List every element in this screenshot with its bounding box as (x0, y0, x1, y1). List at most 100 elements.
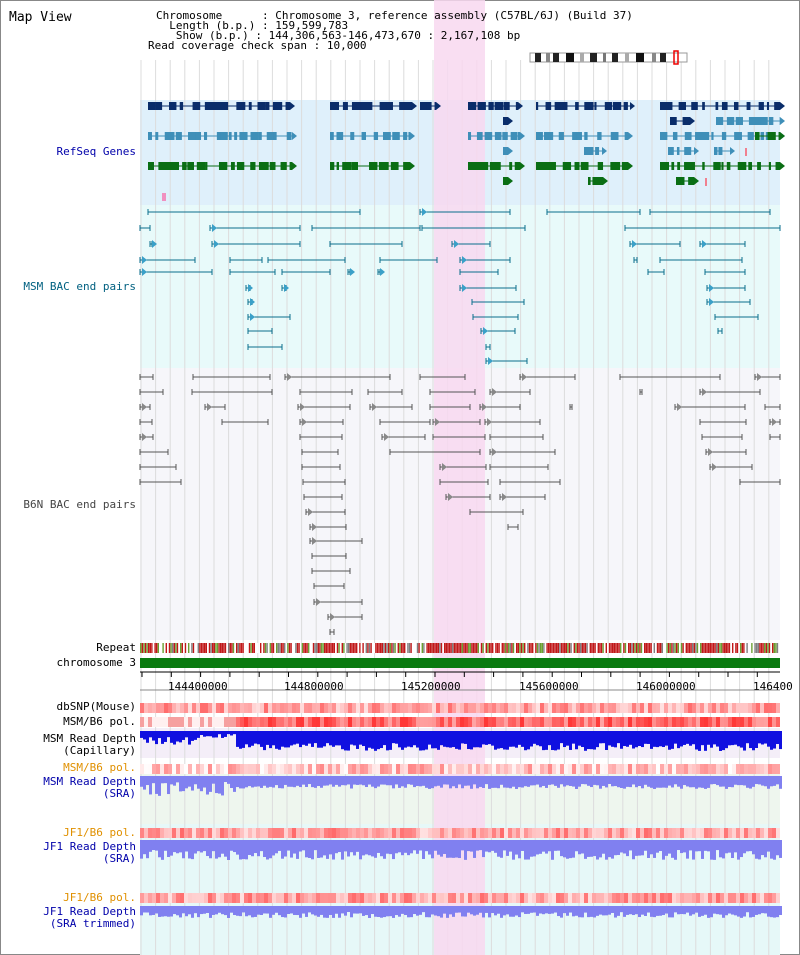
msm-pol-2-cell (408, 764, 412, 774)
jf1-sra-depth-bar (701, 840, 704, 859)
msm-cap-depth-bar (290, 731, 293, 746)
jf1-pol-cell (288, 828, 292, 838)
jf1-sra-depth-bar (662, 840, 665, 860)
msm-cap-depth-bar (647, 731, 650, 744)
msm-cap-depth-bar (299, 731, 302, 748)
jf1-pol-cell (672, 828, 676, 838)
msm-sra-depth-bar (701, 776, 704, 788)
repeat-element (274, 643, 276, 653)
msm-sra-depth-bar (350, 776, 353, 789)
msm-pol-cell (428, 717, 432, 727)
gene-exon (273, 132, 277, 140)
repeat-element (647, 643, 649, 653)
repeat-element (391, 643, 393, 653)
repeat-element (343, 643, 345, 653)
msm-sra-depth-bar (209, 776, 212, 792)
repeat-element (191, 643, 193, 653)
jf1-sra-depth-bar (638, 840, 641, 856)
jf1-trim-depth-bar (335, 906, 338, 914)
msm-cap-depth-bar (734, 731, 737, 745)
gene-exon (503, 147, 508, 155)
msm-cap-depth-bar (179, 731, 182, 743)
msm-pol-2-cell (712, 764, 716, 774)
bac-end-marker (483, 327, 488, 335)
jf1-sra-depth-bar (239, 840, 242, 860)
msm-pol-2-cell (472, 764, 476, 774)
jf1-pol-cell (556, 828, 560, 838)
jf1-trim-depth-bar (146, 906, 149, 913)
msm-sra-depth-bar (377, 776, 380, 787)
jf1-pol-cell (484, 828, 488, 838)
jf1-sra-depth-bar (677, 840, 680, 851)
repeat-element (735, 643, 737, 653)
gene-exon (204, 102, 213, 110)
msm-pol-2-cell (284, 764, 288, 774)
jf1-trim-depth-bar (503, 906, 506, 916)
dbsnp-cell (456, 703, 460, 713)
jf1-sra-depth-bar (167, 840, 170, 857)
dbsnp-cell (524, 703, 528, 713)
msm-pol-2-cell (584, 764, 588, 774)
jf1-pol-cell (276, 828, 280, 838)
repeat-element (605, 643, 607, 653)
repeat-element (213, 643, 215, 653)
repeat-element (152, 643, 155, 653)
repeat-element (362, 643, 364, 653)
msm-cap-depth-bar (191, 731, 194, 741)
msm-sra-depth-bar (161, 776, 164, 784)
msm-sra-depth-bar (599, 776, 602, 789)
repeat-element (500, 643, 502, 653)
jf1-trim-depth-bar (194, 906, 197, 914)
jf1-pol-2-cell (364, 893, 368, 903)
repeat-element (637, 643, 639, 653)
gene-exon (386, 102, 393, 110)
msm-sra-depth-bar (323, 776, 326, 786)
msm-pol-2-cell (460, 764, 464, 774)
msm-sra-depth-bar (623, 776, 626, 789)
jf1-pol-2-cell (716, 893, 720, 903)
repeat-element (645, 643, 647, 653)
msm-sra-depth-bar (371, 776, 374, 787)
gene-exon (746, 102, 751, 110)
repeat-element (639, 643, 641, 653)
msm-sra-depth-bar (557, 776, 560, 788)
dbsnp-cell (720, 703, 724, 713)
msm-sra-depth-bar (635, 776, 638, 788)
dbsnp-cell (536, 703, 540, 713)
dbsnp-cell (692, 703, 696, 713)
msm-sra-depth-bar (605, 776, 608, 788)
msm-pol-cell (544, 717, 548, 727)
msm-sra-depth-bar (239, 776, 242, 789)
repeat-element (549, 643, 551, 653)
jf1-sra-depth-bar (569, 840, 572, 859)
msm-sra-depth-bar (773, 776, 776, 786)
dbsnp-cell (528, 703, 532, 713)
jf1-sra-depth-bar (191, 840, 194, 860)
jf1-pol-cell (412, 828, 416, 838)
msm-pol-cell (172, 717, 176, 727)
jf1-sra-depth-bar (644, 840, 647, 851)
msm-sra-depth-bar (533, 776, 536, 786)
repeat-element (559, 643, 561, 653)
jf1-trim-depth-bar (440, 906, 443, 918)
jf1-pol-2-cell (276, 893, 280, 903)
repeat-element (261, 643, 263, 653)
repeat-element (311, 643, 313, 653)
msm-cap-depth-bar (650, 731, 653, 749)
jf1-pol-cell (332, 828, 336, 838)
msm-sra-depth-bar (473, 776, 476, 785)
jf1-trim-depth-bar (719, 906, 722, 915)
repeat-element (581, 643, 583, 653)
msm-sra-depth-bar (716, 776, 719, 786)
jf1-sra-depth-bar (140, 840, 143, 859)
repeat-element (447, 643, 449, 653)
jf1-pol-2-cell (440, 893, 444, 903)
jf1-pol-2-cell (580, 893, 584, 903)
msm-cap-depth-bar (218, 731, 221, 735)
jf1-pol-cell (200, 828, 204, 838)
msm-pol-2-cell (612, 764, 616, 774)
gene-exon (420, 102, 428, 110)
repeat-element (764, 643, 766, 653)
jf1-sra-depth-bar (431, 840, 434, 859)
